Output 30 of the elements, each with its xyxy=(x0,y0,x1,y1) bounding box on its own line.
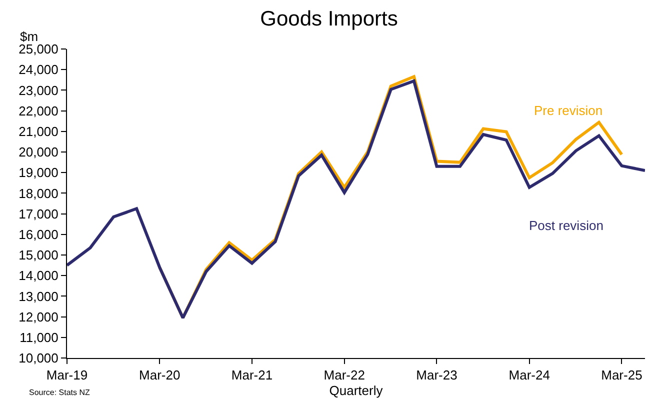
x-tick-label: Mar-24 xyxy=(508,368,550,383)
y-tick-label: 14,000 xyxy=(18,268,58,284)
y-tick-label: 22,000 xyxy=(18,103,58,118)
y-tick-label: 20,000 xyxy=(18,144,58,160)
x-tick-label: Mar-19 xyxy=(46,368,88,383)
chart-title: Goods Imports xyxy=(260,7,398,30)
source-note: Source: Stats NZ xyxy=(29,388,90,397)
y-tick-label: 15,000 xyxy=(18,248,58,263)
y-tick-label: 23,000 xyxy=(18,82,58,98)
y-tick-label: 17,000 xyxy=(18,206,58,222)
y-tick-label: 11,000 xyxy=(20,330,58,345)
x-tick-label: Mar-23 xyxy=(416,368,458,383)
y-tick-label: 18,000 xyxy=(18,186,58,201)
y-tick-label: 13,000 xyxy=(18,288,58,304)
y-axis-title: $m xyxy=(20,29,38,44)
text: Post revision xyxy=(529,218,604,233)
y-tick-label: 19,000 xyxy=(18,165,58,180)
y-tick-label: 24,000 xyxy=(18,62,58,78)
y-tick-label: 16,000 xyxy=(18,226,58,242)
line-series xyxy=(67,79,645,320)
x-tick-label: Mar-20 xyxy=(139,368,180,383)
x-tick-label: Mar-22 xyxy=(324,368,365,383)
x-tick-label: Mar-21 xyxy=(231,368,273,383)
y-tick-label: 25,000 xyxy=(18,42,58,57)
x-tick-label: Mar-25 xyxy=(601,368,642,383)
y-tick-label: 10,000 xyxy=(18,350,58,366)
y-tick-label: 21,000 xyxy=(18,124,58,139)
series-label: Pre revision xyxy=(534,103,603,118)
y-tick-label: 12,000 xyxy=(18,309,58,324)
x-axis-title: Quarterly xyxy=(329,383,384,398)
